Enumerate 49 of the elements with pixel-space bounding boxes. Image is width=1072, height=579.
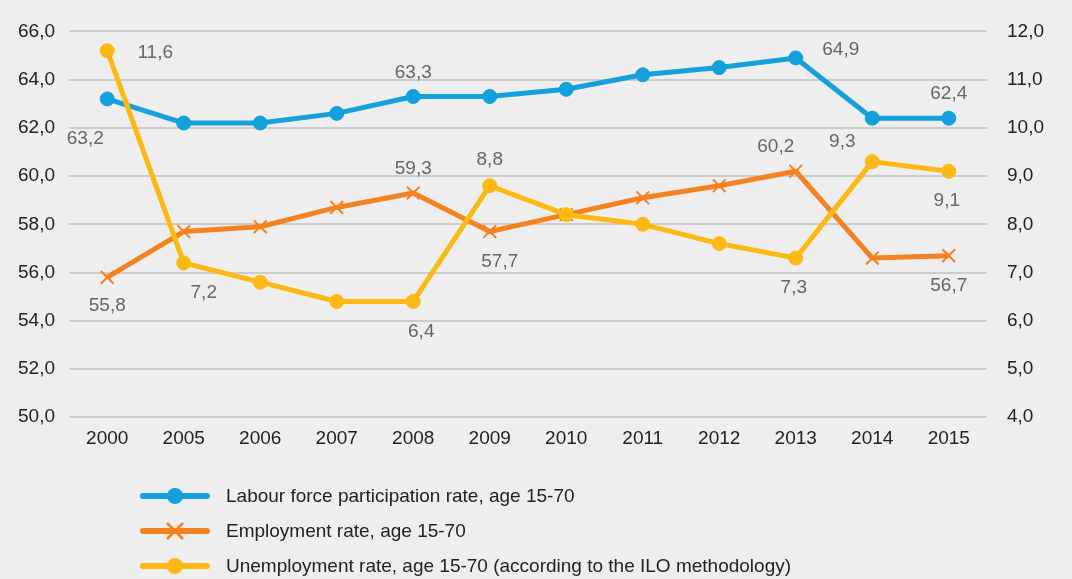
- legend-label: Labour force participation rate, age 15-70: [226, 484, 575, 507]
- y2-tick-label: 9,0: [1007, 164, 1034, 186]
- data-label: 64,9: [822, 38, 860, 60]
- x-tick-label: 2008: [392, 426, 435, 448]
- y-tick-label: 62,0: [18, 116, 55, 138]
- y2-tick-label: 8,0: [1007, 212, 1034, 234]
- x-tick-label: 2006: [239, 426, 282, 448]
- y-tick-label: 66,0: [18, 19, 55, 41]
- data-label: 11,6: [137, 40, 174, 62]
- y2-tick-label: 4,0: [1007, 405, 1034, 427]
- x-tick-label: 2014: [851, 426, 894, 448]
- y2-tick-label: 7,0: [1007, 260, 1034, 282]
- x-tick-label: 2015: [927, 426, 970, 448]
- legend-label: Employment rate, age 15-70: [226, 519, 466, 542]
- x-tick-label: 2011: [622, 426, 664, 448]
- data-label: 7,2: [190, 281, 217, 303]
- y-tick-label: 56,0: [18, 260, 55, 282]
- data-label: 55,8: [88, 293, 126, 315]
- y2-tick-label: 11,0: [1007, 67, 1043, 89]
- data-label: 59,3: [394, 157, 432, 179]
- x-tick-label: 2000: [86, 426, 129, 448]
- data-label: 62,4: [930, 82, 968, 104]
- x-tick-label: 2013: [774, 426, 817, 448]
- data-label: 6,4: [408, 319, 435, 341]
- x-tick-label: 2010: [545, 426, 588, 448]
- data-label: 9,3: [829, 129, 856, 151]
- y2-tick-label: 6,0: [1007, 308, 1034, 330]
- x-tick-label: 2007: [315, 426, 358, 448]
- y-tick-label: 50,0: [18, 405, 55, 427]
- data-label: 63,2: [66, 127, 104, 149]
- data-label: 57,7: [481, 249, 519, 271]
- data-label: 7,3: [780, 276, 807, 298]
- x-tick-label: 2009: [468, 426, 511, 448]
- y-tick-label: 64,0: [18, 67, 55, 89]
- y-tick-label: 58,0: [18, 212, 55, 234]
- data-label: 56,7: [930, 273, 968, 295]
- y-tick-label: 52,0: [18, 357, 55, 379]
- data-label: 63,3: [394, 60, 432, 82]
- y-tick-label: 54,0: [18, 308, 55, 330]
- x-tick-label: 2012: [698, 426, 741, 448]
- y2-tick-label: 5,0: [1007, 357, 1034, 379]
- legend-label: Unemployment rate, age 15-70 (according to the ILO methodology): [226, 554, 792, 577]
- y-tick-label: 60,0: [18, 164, 55, 186]
- x-tick-label: 2005: [162, 426, 205, 448]
- y2-tick-label: 12,0: [1007, 19, 1044, 41]
- data-label: 60,2: [757, 135, 795, 157]
- data-label: 9,1: [933, 189, 960, 211]
- data-label: 8,8: [476, 147, 503, 169]
- y2-tick-label: 10,0: [1007, 116, 1044, 138]
